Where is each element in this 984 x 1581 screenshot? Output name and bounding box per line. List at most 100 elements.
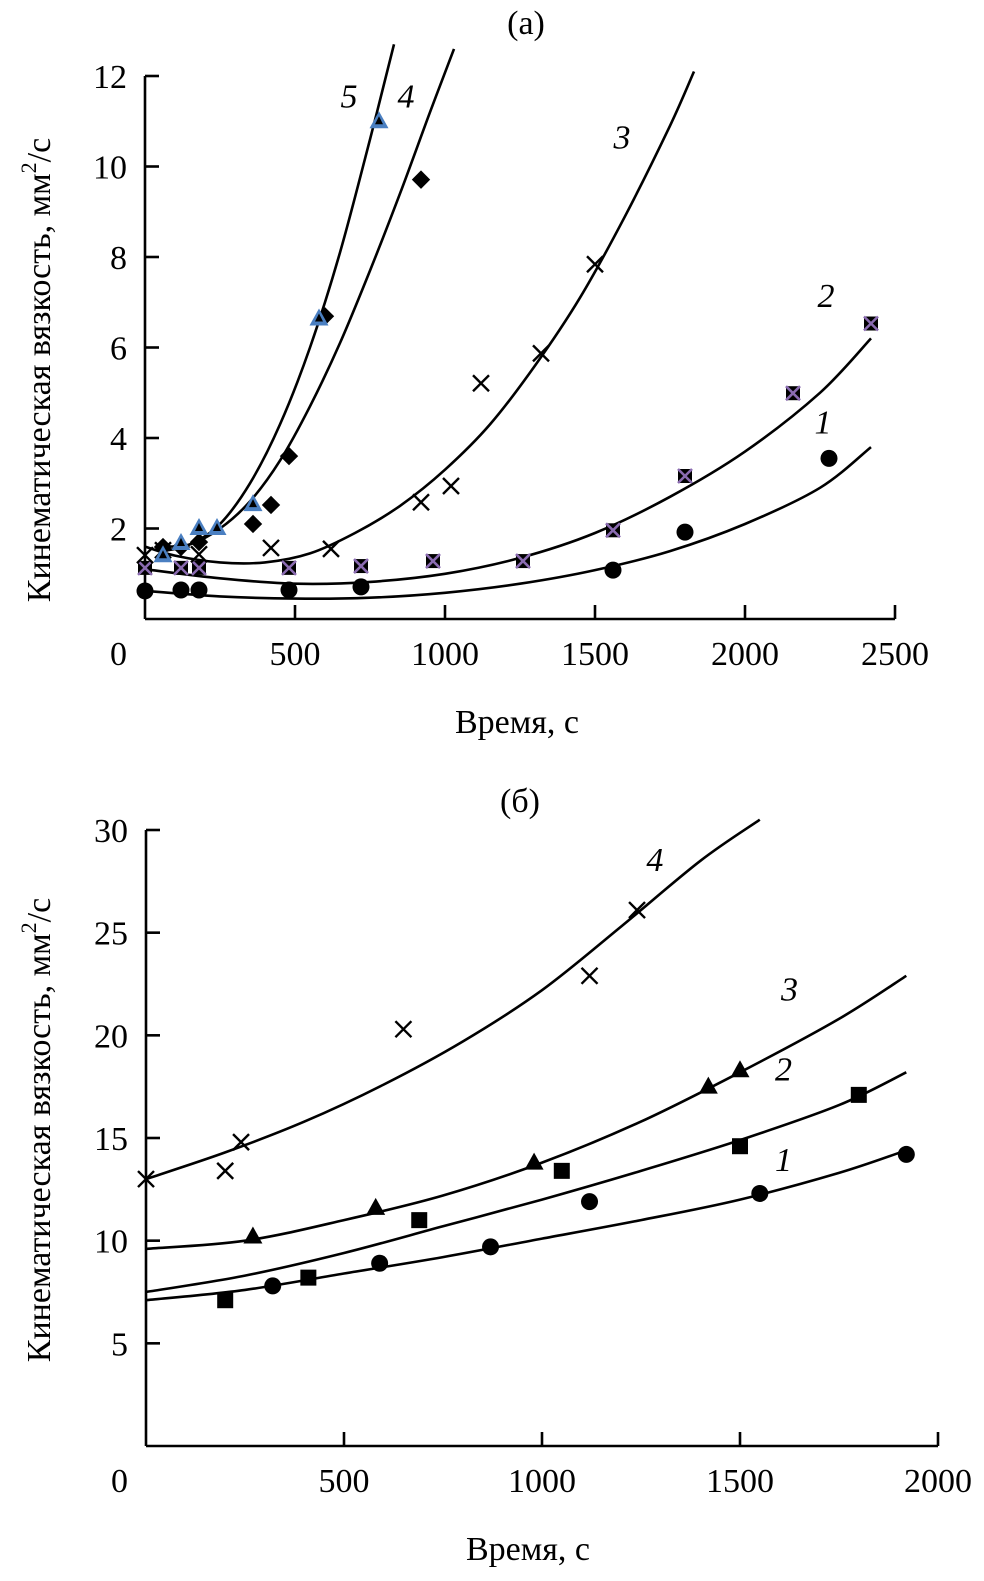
- data-point-series-2: [411, 1212, 428, 1229]
- x-stroke: [190, 545, 208, 564]
- panel-b-y-axis-title-tail: /с: [21, 898, 58, 923]
- data-point-series-5-core: [249, 499, 257, 508]
- data-point-series-1: [264, 1277, 282, 1295]
- x-stroke: [515, 553, 531, 569]
- x-stroke: [628, 901, 646, 919]
- data-point-series-3: [136, 546, 154, 565]
- data-point-series-1: [190, 581, 208, 599]
- panel-b-title: (б): [500, 783, 540, 820]
- x-stroke: [281, 559, 297, 576]
- panel-b-y-axis-title: Кинематическая вязкость, мм2/с: [16, 898, 58, 1362]
- x-stroke: [394, 1020, 413, 1039]
- data-point-series-2: [605, 522, 621, 539]
- fit-curve-3: [145, 974, 908, 1251]
- data-point-series-3: [442, 477, 460, 495]
- x-tick-label: 1500: [706, 1463, 774, 1500]
- y-tick-label: 25: [94, 916, 128, 953]
- panel-a-y-axis-title-main: Кинематическая вязкость, мм: [21, 173, 58, 602]
- data-point-series-1: [371, 1254, 389, 1272]
- data-point-series-1: [751, 1184, 769, 1202]
- panel-b-y-axis-title-main: Кинематическая вязкость, мм: [21, 933, 58, 1362]
- data-point-series-2: [553, 1162, 570, 1179]
- data-point-series-2: [677, 468, 693, 484]
- data-point-series-1: [136, 582, 154, 600]
- x-tick-label: 500: [319, 1463, 370, 1500]
- data-point-series-1: [280, 581, 298, 599]
- data-point-series-5-core: [177, 537, 185, 546]
- data-point-series-2: [863, 315, 879, 332]
- y-tick-label: 12: [93, 59, 127, 96]
- curve-label-2: 2: [818, 278, 835, 315]
- x-tick-label: 1500: [561, 636, 629, 673]
- fit-curve-1: [144, 446, 872, 601]
- x-stroke: [785, 385, 801, 402]
- data-point-series-4: [628, 901, 646, 919]
- data-point-series-4: [580, 966, 599, 985]
- fit-curve-5: [162, 43, 396, 553]
- x-stroke: [262, 539, 280, 557]
- data-point-series-4: [232, 1133, 250, 1151]
- data-point-series-3: [412, 493, 430, 512]
- data-point-series-5-core: [315, 313, 323, 322]
- data-point-series-4: [411, 170, 431, 189]
- fit-curve-4: [145, 818, 761, 1181]
- x-stroke: [232, 1133, 250, 1151]
- data-point-series-3: [730, 1060, 750, 1078]
- data-point-series-2: [425, 553, 441, 569]
- x-stroke: [425, 553, 441, 569]
- x-stroke: [532, 344, 550, 363]
- x-stroke: [605, 522, 621, 539]
- x-tick-label: 500: [270, 636, 321, 673]
- x-tick-label: 2000: [904, 1463, 972, 1500]
- data-point-series-1: [172, 581, 190, 599]
- panel-b-x-axis-title: Время, с: [466, 1531, 590, 1568]
- y-tick-label: 10: [94, 1224, 128, 1261]
- data-point-series-4: [394, 1020, 413, 1039]
- data-point-series-2: [217, 1292, 234, 1309]
- data-point-series-3: [243, 1226, 263, 1244]
- x-stroke: [586, 255, 604, 274]
- panel-a-y-axis-title-sup: 2: [16, 162, 41, 173]
- data-point-series-4: [261, 495, 281, 515]
- data-point-series-1: [581, 1193, 599, 1211]
- data-point-series-4: [243, 514, 263, 534]
- data-point-series-2: [353, 558, 369, 574]
- data-point-series-3: [472, 374, 490, 393]
- x-tick-label: 1000: [508, 1463, 576, 1500]
- data-point-series-4: [137, 1170, 155, 1188]
- panel-b-markers: [137, 901, 915, 1309]
- panel-b: (б) 5 10 15 20 25 30 0 500 1000 1500 2000 1 2 3 4 Вре…: [16, 783, 972, 1568]
- data-point-series-3: [262, 539, 280, 557]
- data-point-series-4: [279, 446, 299, 466]
- data-point-series-3: [322, 540, 340, 558]
- panel-a-y-axis-title: Кинематическая вязкость, мм2/с: [16, 138, 58, 602]
- y-tick-label: 30: [94, 813, 128, 850]
- fit-curve-1: [145, 1149, 907, 1302]
- x-stroke: [353, 558, 369, 574]
- x-tick-label: 1000: [411, 636, 479, 673]
- data-point-series-2: [732, 1138, 748, 1155]
- curve-label-3: 3: [613, 119, 631, 156]
- fit-curve-2: [145, 1071, 907, 1294]
- panel-a-title: (a): [507, 5, 545, 42]
- panel-a-markers: [136, 111, 879, 600]
- x-tick-label: 2500: [861, 636, 929, 673]
- data-point-series-4: [216, 1162, 235, 1180]
- curve-label-1: 1: [815, 404, 832, 441]
- y-tick-label: 15: [94, 1121, 128, 1158]
- y-tick-label: 2: [110, 512, 127, 549]
- x-stroke: [136, 546, 154, 565]
- data-point-series-5-core: [375, 116, 383, 125]
- panel-b-curve-labels: 1 2 3 4: [646, 842, 798, 1179]
- data-point-series-2: [785, 385, 801, 402]
- data-point-series-1: [820, 449, 838, 467]
- data-point-series-5-core: [195, 523, 203, 532]
- data-point-series-2: [281, 559, 297, 576]
- x-stroke: [216, 1162, 235, 1180]
- data-point-series-3: [190, 545, 208, 564]
- x-stroke: [580, 966, 599, 985]
- x-stroke: [863, 315, 879, 332]
